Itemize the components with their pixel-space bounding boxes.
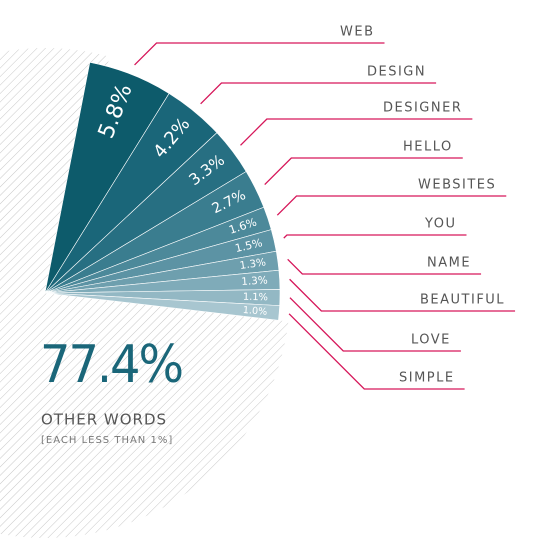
leader-line — [287, 258, 482, 275]
value-label: 1.1% — [243, 292, 268, 303]
pie — [0, 48, 289, 538]
category-label: LOVE — [411, 333, 451, 348]
other-value: 77.4% — [40, 335, 182, 395]
category-label: WEBSITES — [418, 178, 496, 193]
category-label: NAME — [427, 256, 471, 271]
leader-line — [289, 297, 461, 352]
leader-line — [240, 118, 473, 146]
category-label: DESIGN — [367, 65, 426, 80]
value-label: 1.3% — [241, 274, 268, 287]
category-label: SIMPLE — [399, 371, 455, 386]
wedge — [44, 292, 280, 321]
other-name: OTHER WORDS — [41, 411, 167, 429]
category-label: WEB — [340, 25, 375, 40]
leader-line — [264, 157, 463, 186]
category-label: BEAUTIFUL — [420, 293, 505, 308]
leader-line — [283, 234, 467, 239]
value-label: 1.5% — [234, 236, 264, 255]
category-label: DESIGNER — [383, 101, 462, 116]
leader-line — [288, 313, 465, 390]
value-label: 1.0% — [242, 305, 267, 318]
other-note: [EACH LESS THAN 1%] — [41, 435, 173, 446]
category-label: YOU — [424, 217, 456, 232]
leader-line — [289, 278, 516, 312]
leader-line — [276, 195, 507, 216]
leader-line — [200, 82, 437, 105]
value-label: 1.3% — [239, 256, 267, 272]
category-label: HELLO — [403, 140, 453, 155]
leader-line — [134, 42, 385, 66]
